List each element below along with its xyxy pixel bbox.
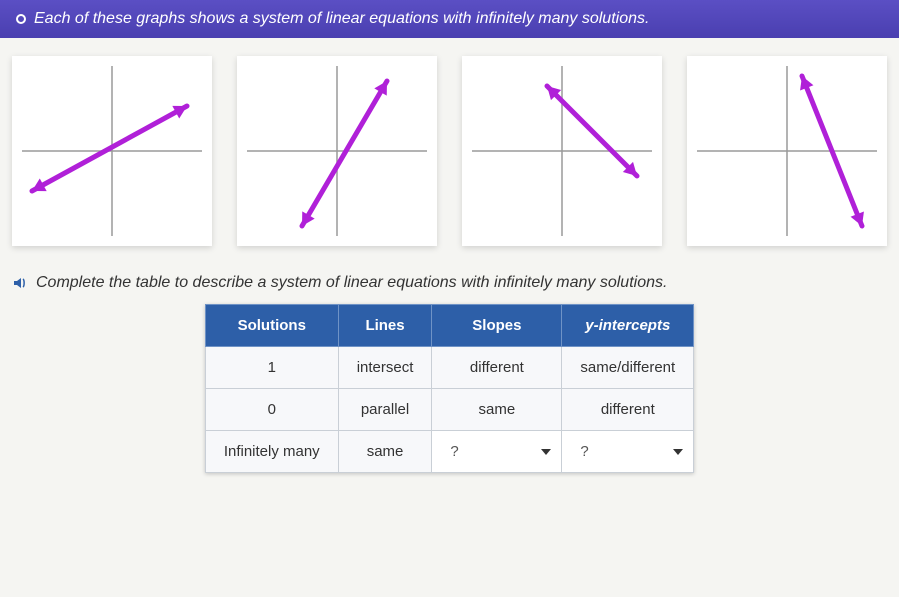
dropdown-slopes[interactable]: ? [432,431,562,473]
section2-heading: Complete the table to describe a system … [12,274,887,292]
audio-icon[interactable] [12,275,28,291]
cell-slopes: different [432,347,562,389]
table-body: 1intersectdifferentsame/different0parall… [205,347,693,473]
cell-yintercepts: different [562,389,694,431]
table-row: 1intersectdifferentsame/different [205,347,693,389]
table-row: 0parallelsamedifferent [205,389,693,431]
table-header-row: Solutions Lines Slopes y-intercepts [205,305,693,347]
cell-solutions: Infinitely many [205,431,338,473]
cell-lines: parallel [338,389,432,431]
graph-card-4 [687,56,887,246]
section2-text: Complete the table to describe a system … [36,274,667,292]
graph-card-1 [12,56,212,246]
bullet-icon [16,14,26,24]
section-complete-table: Complete the table to describe a system … [0,268,899,473]
graph-card-3 [462,56,662,246]
graph-card-2 [237,56,437,246]
table-row: Infinitely manysame?? [205,431,693,473]
cell-lines: same [338,431,432,473]
cell-solutions: 1 [205,347,338,389]
cell-lines: intersect [338,347,432,389]
col-yintercepts: y-intercepts [562,305,694,347]
dropdown-yintercepts[interactable]: ? [562,431,694,473]
instruction-text: Each of these graphs shows a system of l… [34,10,649,28]
col-lines: Lines [338,305,432,347]
graphs-row [0,38,899,268]
chevron-down-icon [541,449,551,455]
instruction-header: Each of these graphs shows a system of l… [0,0,899,38]
equations-table: Solutions Lines Slopes y-intercepts 1int… [205,304,694,473]
col-slopes: Slopes [432,305,562,347]
chevron-down-icon [673,449,683,455]
cell-solutions: 0 [205,389,338,431]
col-solutions: Solutions [205,305,338,347]
cell-yintercepts: same/different [562,347,694,389]
dropdown-placeholder: ? [450,443,458,460]
cell-slopes: same [432,389,562,431]
dropdown-placeholder: ? [580,443,588,460]
